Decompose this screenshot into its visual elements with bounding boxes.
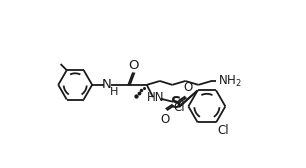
Text: O: O (160, 113, 169, 125)
Text: S: S (171, 96, 181, 111)
Text: Cl: Cl (173, 101, 185, 114)
Text: HN: HN (147, 91, 165, 104)
Text: Cl: Cl (218, 124, 229, 137)
Text: N: N (102, 78, 112, 91)
Text: O: O (183, 81, 192, 94)
Text: NH$_2$: NH$_2$ (218, 73, 241, 89)
Text: O: O (129, 59, 139, 72)
Text: H: H (110, 87, 119, 97)
